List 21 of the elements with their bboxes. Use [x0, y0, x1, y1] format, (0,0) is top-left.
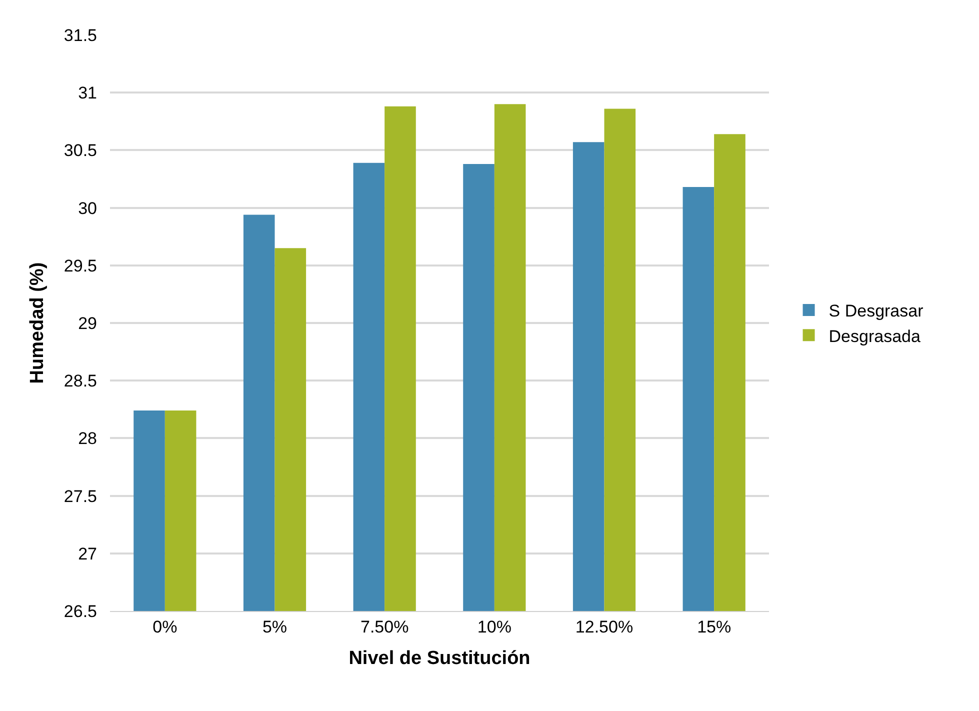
y-tick-label: 27	[78, 544, 97, 564]
x-axis-title: Nivel de Sustitución	[348, 648, 530, 670]
y-tick-label: 31.5	[64, 26, 97, 45]
x-tick-label: 5%	[262, 617, 288, 636]
x-tick-label: 0%	[152, 617, 178, 636]
y-tick-label: 27.5	[64, 486, 97, 506]
x-tick-label: 15%	[697, 617, 732, 636]
y-tick-label: 29.5	[64, 256, 97, 276]
y-tick-label: 29	[78, 314, 97, 333]
y-tick-label: 26.5	[64, 602, 97, 621]
y-tick-label: 30.5	[64, 141, 97, 160]
y-tick-label: 28	[78, 429, 97, 448]
x-tick-label: 12.50%	[575, 617, 634, 636]
y-tick-label: 28.5	[64, 372, 97, 391]
legend-label: S Desgrasar	[828, 302, 924, 321]
y-tick-label: 31	[78, 84, 97, 103]
x-tick-label: 10%	[477, 617, 512, 636]
legend-label: Desgrasada	[828, 326, 921, 346]
y-axis-title: Humedad (%)	[26, 262, 48, 384]
x-tick-label: 7.50%	[360, 617, 409, 636]
y-tick-label: 30	[78, 198, 97, 218]
